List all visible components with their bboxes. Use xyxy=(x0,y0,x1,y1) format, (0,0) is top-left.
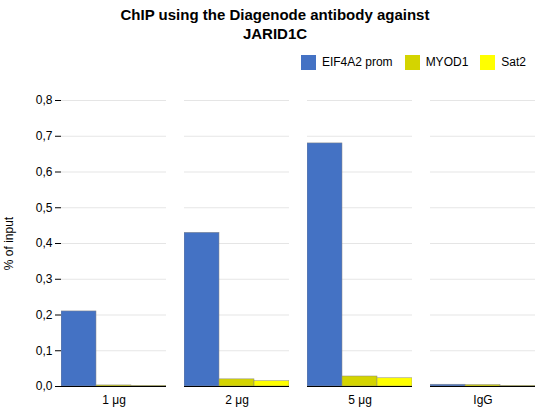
svg-text:0,1: 0,1 xyxy=(36,343,53,357)
svg-text:1 μg: 1 μg xyxy=(102,393,126,407)
svg-text:0,7: 0,7 xyxy=(36,129,53,143)
svg-text:0,5: 0,5 xyxy=(36,200,53,214)
svg-text:0,2: 0,2 xyxy=(36,307,53,321)
svg-text:5 μg: 5 μg xyxy=(348,393,372,407)
html-text:MYOD1: MYOD1 xyxy=(425,55,469,69)
svg-text:0,8: 0,8 xyxy=(36,93,53,107)
svg-text:0,0: 0,0 xyxy=(36,379,53,393)
html-text:ChIP using the Diagenode antib: ChIP using the Diagenode antibody agains… xyxy=(120,6,430,23)
svg-text:% of input: % of input xyxy=(2,216,16,270)
html-text:EIF4A2 prom: EIF4A2 prom xyxy=(321,55,393,69)
svg-text:IgG: IgG xyxy=(473,393,492,407)
svg-text:0,6: 0,6 xyxy=(36,164,53,178)
svg-text:0,4: 0,4 xyxy=(36,236,53,250)
svg-text:2 μg: 2 μg xyxy=(225,393,249,407)
svg-text:0,3: 0,3 xyxy=(36,272,53,286)
html-text:JARID1C: JARID1C xyxy=(242,24,308,42)
html-text:Sat2: Sat2 xyxy=(501,55,526,69)
